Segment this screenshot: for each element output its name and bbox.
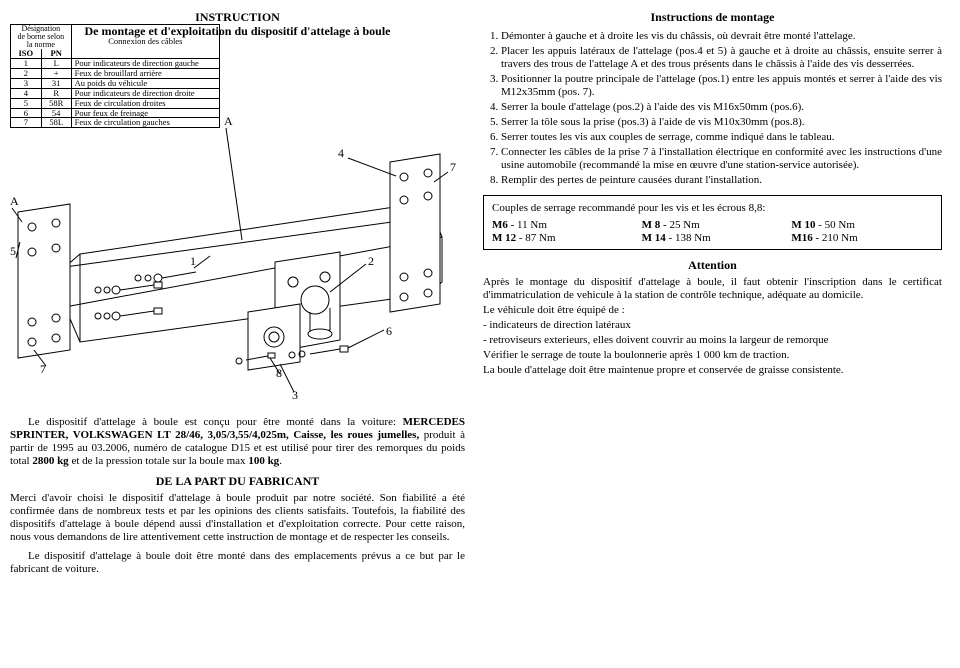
- lbl-4: 4: [338, 146, 344, 160]
- lbl-1: 1: [190, 254, 196, 268]
- lbl-A-top: A: [224, 114, 233, 128]
- torque-cell: M6 - 11 Nm: [492, 219, 634, 232]
- para-emplacements: Le dispositif d'attelage à boule doit êt…: [10, 550, 465, 576]
- torque-cell: M 8 - 25 Nm: [642, 219, 784, 232]
- right-title: Instructions de montage: [483, 10, 942, 24]
- after-block: Après le montage du dispositif d'attelag…: [483, 276, 942, 377]
- step-6: Serrer toutes les vis aux couples de ser…: [501, 131, 942, 144]
- para-vehicle: Le dispositif d'attelage à boule est con…: [10, 416, 465, 468]
- step-2: Placer les appuis latéraux de l'attelage…: [501, 45, 942, 71]
- after-p3: Vérifier le serrage de toute la boulonne…: [483, 349, 942, 362]
- lbl-2: 2: [368, 254, 374, 268]
- torque-cell: M 14 - 138 Nm: [642, 232, 784, 245]
- para-merci: Merci d'avoir choisi le dispositif d'att…: [10, 492, 465, 544]
- after-li2: - retroviseurs exterieurs, elles doivent…: [483, 334, 942, 347]
- exploded-diagram: A 4 7 A 5 1 2 6 8 3 7: [10, 42, 465, 412]
- after-li1: - indicateurs de direction latéraux: [483, 319, 942, 332]
- lbl-A-left: A: [10, 194, 19, 208]
- step-3: Positionner la poutre principale de l'at…: [501, 73, 942, 99]
- lbl-7r: 7: [450, 160, 456, 174]
- after-p2: Le véhicule doit être équipé de :: [483, 304, 942, 317]
- lbl-6: 6: [386, 324, 392, 338]
- tow-hitch-svg: [10, 42, 465, 412]
- manufacturer-heading: DE LA PART DU FABRICANT: [10, 474, 465, 488]
- torque-cell: M 12 - 87 Nm: [492, 232, 634, 245]
- lbl-5: 5: [10, 244, 16, 258]
- after-p1: Après le montage du dispositif d'attelag…: [483, 276, 942, 302]
- step-5: Serrer la tôle sous la prise (pos.3) à l…: [501, 116, 942, 129]
- torque-cell: M 10 - 50 Nm: [791, 219, 933, 232]
- step-7: Connecter les câbles de la prise 7 à l'i…: [501, 146, 942, 172]
- step-8: Remplir des pertes de peinture causées d…: [501, 174, 942, 187]
- torque-cell: M16 - 210 Nm: [791, 232, 933, 245]
- step-4: Serrer la boule d'attelage (pos.2) à l'a…: [501, 101, 942, 114]
- after-p4: La boule d'attelage doit être maintenue …: [483, 364, 942, 377]
- lbl-3: 3: [292, 388, 298, 402]
- steps-list: Démonter à gauche et à droite les vis du…: [483, 30, 942, 187]
- torque-box: Couples de serrage recommandé pour les v…: [483, 195, 942, 250]
- lbl-7l: 7: [40, 362, 46, 376]
- attention-heading: Attention: [483, 258, 942, 272]
- torque-title: Couples de serrage recommandé pour les v…: [492, 202, 933, 215]
- lbl-8: 8: [276, 366, 282, 380]
- left-title-1: INSTRUCTION: [10, 10, 465, 24]
- step-1: Démonter à gauche et à droite les vis du…: [501, 30, 942, 43]
